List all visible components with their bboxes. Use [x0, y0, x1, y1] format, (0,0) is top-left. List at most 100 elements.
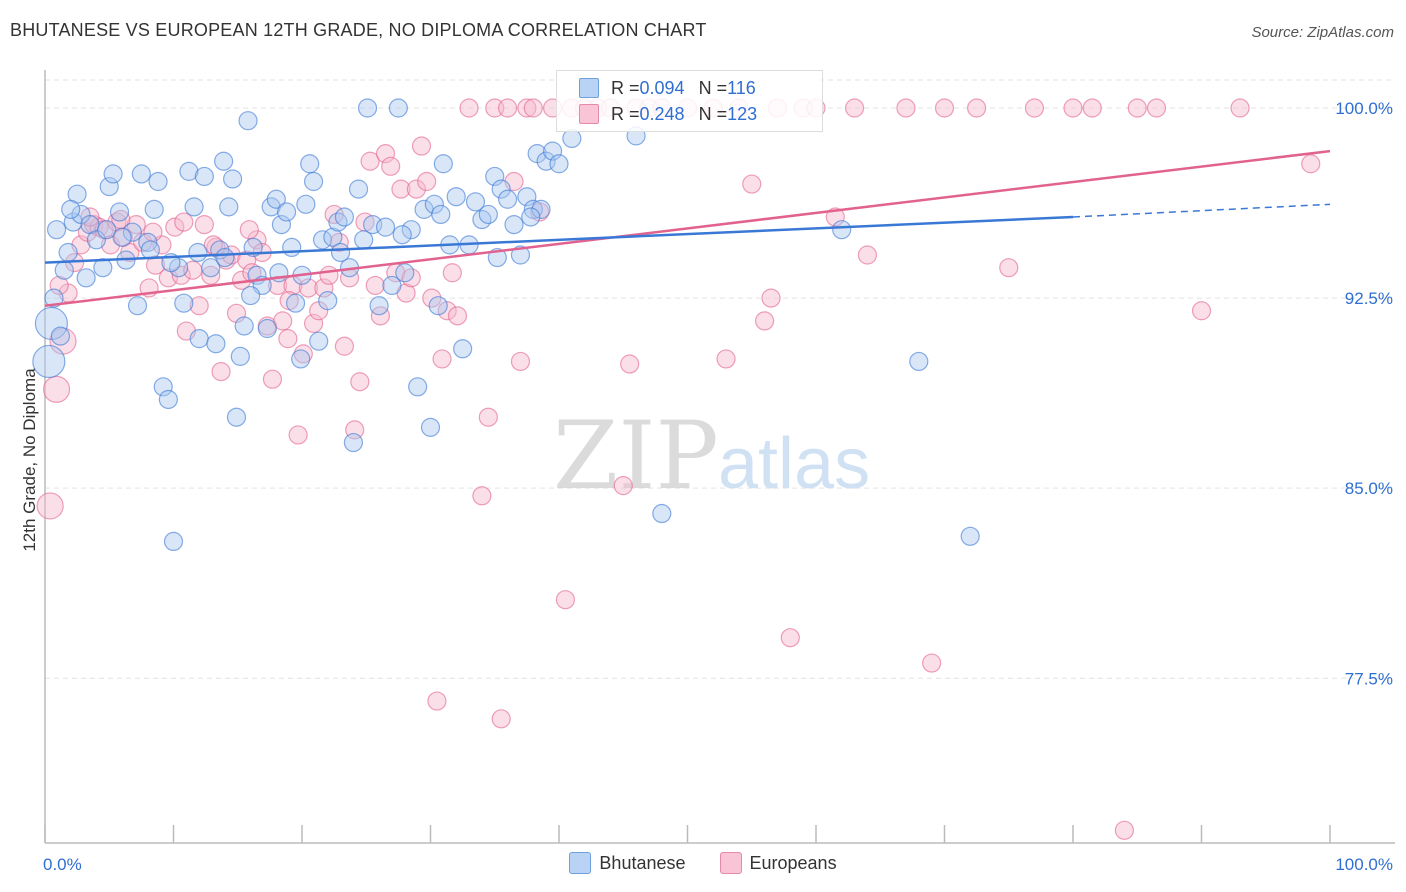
- data-point-europeans: [896, 98, 916, 118]
- data-point-bhutanese: [323, 227, 343, 247]
- data-point-bhutanese: [431, 204, 451, 225]
- data-point-bhutanese: [510, 245, 531, 265]
- data-point-europeans: [211, 361, 231, 382]
- data-point-europeans: [165, 217, 185, 237]
- data-point-bhutanese: [542, 141, 563, 161]
- data-point-bhutanese: [382, 275, 402, 296]
- data-point-europeans: [620, 354, 640, 374]
- data-point-bhutanese: [238, 111, 258, 131]
- data-point-bhutanese: [343, 432, 363, 453]
- data-point-bhutanese: [148, 171, 168, 192]
- x-tick-label-start: 0.0%: [43, 855, 82, 874]
- data-point-europeans: [478, 407, 498, 427]
- n-label: N =: [698, 77, 728, 98]
- legend-swatch-blue: [569, 852, 592, 874]
- data-point-bhutanese: [127, 296, 148, 316]
- data-point-europeans: [189, 296, 209, 316]
- tick-labels: 77.5% 85.0% 92.5% 100.0% 0.0% 100.0%: [43, 99, 1393, 874]
- data-point-bhutanese: [392, 225, 412, 245]
- data-point-bhutanese: [230, 346, 250, 366]
- watermark: ZIP atlas: [553, 402, 870, 511]
- data-point-europeans: [303, 313, 324, 334]
- data-point-europeans: [967, 98, 987, 118]
- data-point-bhutanese: [420, 417, 441, 437]
- data-point-europeans: [1082, 98, 1102, 118]
- data-point-bhutanese: [243, 237, 263, 258]
- data-point-europeans: [922, 653, 942, 673]
- data-point-bhutanese: [194, 166, 214, 187]
- data-point-europeans: [391, 179, 411, 199]
- data-point-europeans: [432, 349, 452, 369]
- data-point-bhutanese: [909, 351, 929, 372]
- data-point-europeans: [375, 144, 396, 164]
- data-point-europeans: [145, 255, 166, 275]
- data-point-bhutanese: [86, 230, 107, 250]
- data-point-europeans: [934, 98, 955, 118]
- data-point-bhutanese: [562, 128, 582, 149]
- data-point-bhutanese: [144, 199, 164, 219]
- data-point-europeans: [42, 375, 71, 403]
- data-point-europeans: [1191, 301, 1212, 321]
- data-point-europeans: [1301, 154, 1321, 174]
- data-point-bhutanese: [219, 197, 239, 217]
- data-point-europeans: [613, 476, 633, 496]
- data-point-bhutanese: [309, 331, 329, 351]
- data-point-bhutanese: [226, 407, 247, 427]
- stats-row-bhutanese: R = 0.094 N = 116: [579, 75, 756, 101]
- data-point-europeans: [319, 265, 339, 285]
- data-point-bhutanese: [485, 166, 505, 187]
- data-point-europeans: [406, 179, 426, 199]
- data-point-bhutanese: [109, 202, 130, 222]
- data-point-bhutanese: [163, 531, 184, 552]
- data-point-europeans: [370, 306, 390, 326]
- data-point-bhutanese: [44, 288, 64, 308]
- data-point-bhutanese: [201, 258, 221, 278]
- data-point-bhutanese: [318, 291, 338, 311]
- data-point-bhutanese: [241, 285, 261, 306]
- data-point-europeans: [1114, 820, 1135, 840]
- data-point-europeans: [427, 691, 447, 711]
- data-point-bhutanese: [491, 179, 511, 199]
- data-point-bhutanese: [472, 209, 492, 230]
- data-point-europeans: [262, 369, 283, 389]
- data-point-bhutanese: [517, 187, 537, 207]
- data-point-bhutanese: [174, 293, 194, 313]
- data-point-europeans: [237, 250, 257, 270]
- data-point-bhutanese: [408, 377, 428, 397]
- r-label: R =: [611, 77, 640, 98]
- data-point-bhutanese: [54, 260, 74, 280]
- data-point-bhutanese: [32, 344, 66, 379]
- data-point-bhutanese: [832, 220, 852, 240]
- data-point-bhutanese: [433, 154, 453, 174]
- n-value-pink: 123: [727, 103, 758, 124]
- data-point-bhutanese: [223, 169, 243, 189]
- data-point-bhutanese: [504, 215, 524, 235]
- data-point-bhutanese: [303, 171, 324, 192]
- data-point-bhutanese: [549, 154, 569, 174]
- data-point-bhutanese: [138, 232, 158, 252]
- legend: Bhutanese Europeans: [0, 852, 1406, 874]
- data-point-europeans: [716, 349, 736, 369]
- data-point-bhutanese: [58, 242, 78, 263]
- data-point-bhutanese: [61, 199, 81, 219]
- axes: [44, 70, 1395, 844]
- data-point-bhutanese: [63, 212, 83, 232]
- data-point-europeans: [239, 220, 259, 240]
- data-point-bhutanese: [296, 194, 316, 214]
- data-point-europeans: [381, 156, 401, 176]
- watermark-zip: ZIP: [553, 402, 719, 511]
- data-point-europeans: [417, 171, 437, 192]
- data-point-bhutanese: [76, 268, 96, 288]
- chart-title: BHUTANESE VS EUROPEAN 12TH GRADE, NO DIP…: [10, 20, 707, 40]
- legend-label-bhutanese: Bhutanese: [599, 852, 686, 873]
- data-point-europeans: [472, 486, 492, 506]
- legend-label-europeans: Europeans: [749, 852, 837, 873]
- data-point-europeans: [201, 265, 221, 285]
- legend-item-bhutanese: Bhutanese: [569, 852, 686, 874]
- data-point-europeans: [329, 232, 349, 252]
- data-point-bhutanese: [652, 503, 672, 524]
- data-point-bhutanese: [99, 176, 119, 197]
- data-point-europeans: [999, 258, 1019, 278]
- x-tick-label-end: 100.0%: [1335, 855, 1393, 874]
